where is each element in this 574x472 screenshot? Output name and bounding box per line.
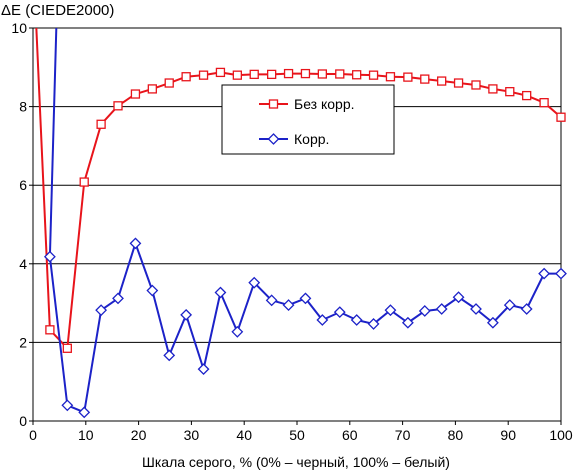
series-2 — [43, 28, 567, 419]
series-2-point-17 — [316, 314, 329, 326]
series-2-point-23 — [418, 305, 431, 317]
series-1-point-17 — [317, 69, 327, 79]
x-tick-label-10: 10 — [78, 427, 94, 443]
x-tick-label-90: 90 — [500, 427, 516, 443]
y-axis-title: ΔE (CIEDE2000) — [1, 2, 114, 19]
series-2-point-26 — [470, 303, 482, 315]
y-tick-label-6: 6 — [19, 177, 27, 193]
series-1-point-19 — [352, 70, 362, 80]
series-1-point-20 — [368, 70, 379, 80]
legend-label-2: Корр. — [294, 131, 329, 147]
series-1-point-1 — [45, 325, 55, 335]
y-tick-label-2: 2 — [19, 334, 27, 350]
series-1-point-3 — [79, 177, 89, 187]
series-2-point-9 — [180, 308, 193, 321]
series-1-point-14 — [267, 69, 277, 80]
series-2-point-31 — [555, 267, 567, 280]
y-tick-label-4: 4 — [19, 256, 27, 272]
series-1-point-4 — [96, 119, 106, 129]
x-tick-label-0: 0 — [29, 427, 37, 443]
series-1-point-30 — [539, 98, 549, 108]
x-tick-label-60: 60 — [342, 427, 358, 443]
x-tick-label-30: 30 — [184, 427, 200, 443]
legend-item-1: Без корр. — [259, 96, 355, 112]
series-1-point-10 — [198, 70, 209, 80]
series-2-point-7 — [146, 284, 159, 297]
x-tick-label-50: 50 — [289, 427, 305, 443]
x-tick-label-80: 80 — [448, 427, 464, 443]
series-1-point-27 — [488, 84, 498, 94]
series-2-point-21 — [384, 304, 397, 317]
series-1-point-5 — [113, 101, 123, 111]
series-1-point-7 — [147, 84, 157, 94]
series-2-point-3 — [78, 406, 91, 419]
series-2-point-30 — [538, 267, 551, 280]
series-1 — [35, 28, 566, 353]
series-2-point-14 — [265, 294, 278, 307]
series-2-point-2 — [61, 399, 74, 412]
series-2-point-25 — [452, 291, 465, 304]
series-1-point-6 — [130, 89, 141, 99]
series-1-point-13 — [249, 69, 259, 80]
series-1-point-28 — [505, 87, 515, 97]
x-tick-label-40: 40 — [236, 427, 252, 443]
series-2-point-28 — [503, 299, 516, 311]
series-2-point-16 — [299, 292, 312, 305]
y-axis-ticks: 0 2 4 6 8 10 — [11, 20, 33, 429]
series-1-point-8 — [164, 78, 174, 88]
x-tick-label-20: 20 — [131, 427, 147, 443]
data-series — [35, 28, 567, 419]
series-2-point-4 — [95, 304, 108, 317]
series-2-point-5 — [112, 292, 124, 305]
series-2-point-22 — [401, 316, 414, 329]
x-axis-title: Шкала серого, % (0% – черный, 100% – бел… — [142, 454, 450, 470]
y-tick-label-8: 8 — [19, 99, 27, 115]
y-tick-label-0: 0 — [19, 413, 27, 429]
legend-marker-1 — [268, 99, 279, 109]
series-2-point-15 — [282, 299, 295, 311]
series-1-point-16 — [300, 68, 311, 79]
series-2-point-13 — [248, 276, 261, 289]
series-2-point-20 — [367, 318, 380, 330]
x-tick-label-70: 70 — [395, 427, 411, 443]
legend: Без корр. Корр. — [221, 84, 395, 155]
series-2-point-19 — [350, 314, 363, 326]
series-1-point-23 — [420, 74, 430, 84]
series-2-point-27 — [486, 316, 499, 329]
legend-box — [221, 84, 395, 155]
series-1-point-12 — [232, 70, 242, 80]
series-1-point-21 — [385, 72, 396, 82]
series-2-point-1 — [43, 250, 56, 263]
series-2-point-10 — [197, 363, 210, 376]
legend-item-2: Корр. — [259, 131, 329, 147]
series-1-point-9 — [181, 72, 191, 82]
legend-label-1: Без корр. — [294, 96, 355, 112]
series-1-point-18 — [335, 69, 345, 79]
series-1-point-15 — [283, 68, 294, 79]
series-1-point-29 — [522, 90, 532, 101]
x-tick-label-100: 100 — [549, 427, 573, 443]
series-1-point-24 — [437, 76, 447, 86]
series-2-point-24 — [435, 303, 448, 315]
series-1-point-11 — [215, 67, 226, 78]
y-tick-label-10: 10 — [11, 20, 27, 36]
series-2-point-12 — [231, 325, 244, 338]
series-2-point-29 — [520, 303, 533, 315]
series-2-point-18 — [333, 306, 346, 319]
series-1-point-2 — [62, 343, 72, 353]
series-2-point-11 — [214, 286, 227, 299]
series-2-point-6 — [129, 237, 142, 250]
series-1-point-22 — [403, 72, 413, 82]
series-1-point-25 — [453, 78, 464, 88]
series-2-point-8 — [163, 349, 176, 362]
x-axis-ticks: 0 10 20 30 40 50 60 70 80 90 100 — [29, 421, 573, 443]
legend-marker-2 — [267, 133, 280, 145]
series-1-point-26 — [471, 80, 481, 90]
series-1-point-31 — [556, 112, 566, 122]
